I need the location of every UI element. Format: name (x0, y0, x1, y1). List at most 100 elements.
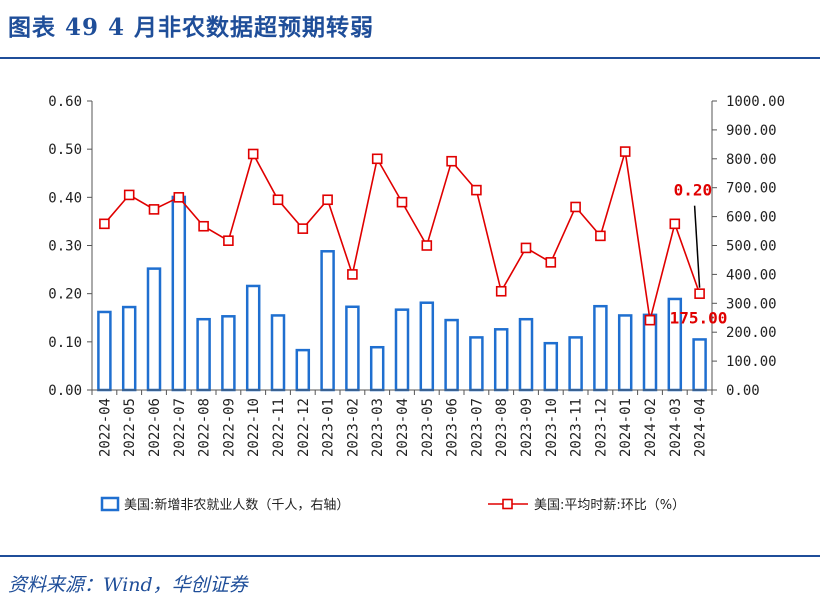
line-point (396, 196, 408, 208)
x-tick-label: 2023-06 (445, 398, 461, 457)
x-tick-label: 2023-03 (370, 398, 386, 457)
bar (469, 336, 484, 392)
bar (369, 345, 385, 392)
bar (568, 336, 583, 392)
left-tick-label: 0.30 (48, 239, 82, 255)
chart: 0.00 0.10 0.20 0.30 0.40 0.50 0.60 0.00 100.00 20… (48, 94, 785, 513)
line-point (619, 146, 631, 157)
x-tick-label: 2022-06 (147, 398, 163, 457)
bottom-divider (0, 555, 820, 557)
annotations: 0.20 175.00 (670, 181, 728, 328)
figure-title: 图表 49 4 月非农数据超预期转弱 (8, 14, 375, 41)
bar (171, 195, 187, 392)
top-divider (0, 57, 820, 59)
bar (518, 317, 534, 392)
x-tick-label: 2024-03 (668, 398, 684, 457)
legend: 美国:新增非农就业人数（千人，右轴） 美国:平均时薪:环比（%） (100, 496, 685, 513)
right-tick-label: 0.00 (726, 383, 760, 399)
legend-bar-label: 美国:新增非农就业人数（千人，右轴） (124, 497, 349, 513)
bar (617, 314, 633, 392)
left-tick-label: 0.60 (48, 94, 82, 110)
x-tick-label: 2023-02 (345, 398, 361, 457)
line-point (347, 269, 358, 280)
bar (543, 341, 559, 392)
left-tick-label: 0.50 (48, 142, 82, 158)
x-tick-label: 2023-05 (420, 398, 436, 457)
line-point (99, 218, 110, 230)
bar (295, 348, 311, 392)
right-tick-label: 900.00 (726, 123, 777, 139)
right-tick-label: 200.00 (726, 325, 777, 341)
source-note: 资料来源：Wind，华创证券 (8, 574, 248, 596)
right-tick-label: 400.00 (726, 267, 777, 283)
x-tick-label: 2023-04 (395, 398, 411, 457)
x-tick-label: 2022-08 (197, 398, 213, 457)
right-tick-label: 800.00 (726, 152, 777, 168)
right-tick-label: 300.00 (726, 296, 777, 312)
line-point (694, 288, 705, 299)
bar (493, 328, 509, 392)
line-point (446, 155, 457, 167)
x-tick-label: 2022-05 (122, 398, 138, 457)
line-point (297, 223, 309, 234)
line-point (545, 257, 557, 268)
x-tick-label: 2024-02 (643, 398, 659, 457)
bar (245, 284, 261, 392)
line-point (322, 194, 333, 206)
x-tick-label: 2023-01 (321, 398, 337, 457)
x-tick-label: 2022-12 (296, 398, 312, 457)
line-point (495, 285, 507, 297)
bar (97, 310, 112, 392)
line-point (272, 194, 284, 206)
line-series (99, 146, 705, 326)
left-tick-label: 0.40 (48, 190, 82, 206)
annotation-bar-value: 175.00 (670, 308, 728, 327)
axes: 0.00 0.10 0.20 0.30 0.40 0.50 0.60 0.00 100.00 20… (48, 94, 785, 457)
legend-bar-swatch (100, 496, 120, 512)
line-point (471, 184, 482, 196)
x-tick-label: 2023-08 (494, 398, 510, 457)
bar (394, 308, 410, 392)
left-tick-label: 0.20 (48, 287, 82, 303)
x-tick-label: 2022-07 (172, 398, 188, 457)
line-point (247, 148, 259, 160)
x-tick-label: 2024-01 (618, 398, 634, 457)
line-point (520, 242, 532, 254)
right-tick-label: 100.00 (726, 354, 777, 370)
line-point (371, 153, 383, 165)
line-point (148, 204, 160, 215)
x-tick-label: 2022-10 (246, 398, 262, 457)
line-path (103, 151, 701, 321)
annotation-line-value: 0.20 (674, 181, 713, 200)
bar (270, 314, 286, 392)
line-point (223, 235, 234, 246)
line-point (570, 201, 581, 213)
bar (196, 317, 211, 392)
left-tick-label: 0.10 (48, 335, 82, 351)
x-tick-label: 2023-12 (593, 398, 609, 457)
right-tick-label: 700.00 (726, 181, 777, 197)
x-tick-label: 2023-10 (544, 398, 560, 457)
right-tick-label: 600.00 (726, 210, 777, 226)
annotation-pointer (693, 205, 701, 288)
right-tick-label: 500.00 (726, 239, 777, 255)
x-tick-label: 2022-09 (221, 398, 237, 457)
x-tick-label: 2022-11 (271, 398, 287, 457)
bar (444, 318, 459, 392)
line-point (595, 230, 606, 242)
left-tick-label: 0.00 (48, 383, 82, 399)
bar (121, 305, 137, 392)
bar (593, 304, 608, 392)
line-point (173, 192, 185, 203)
bar (345, 305, 360, 392)
bar (642, 313, 658, 392)
x-tick-label: 2024-04 (693, 398, 709, 457)
x-tick-label: 2023-11 (569, 398, 585, 457)
x-tick-label: 2022-04 (97, 398, 113, 457)
legend-line-label: 美国:平均时薪:环比（%） (534, 498, 685, 513)
x-tick-label: 2023-07 (469, 398, 485, 457)
line-point (198, 220, 209, 232)
line-point (123, 189, 135, 201)
line-point (644, 314, 656, 326)
bar (146, 267, 162, 392)
